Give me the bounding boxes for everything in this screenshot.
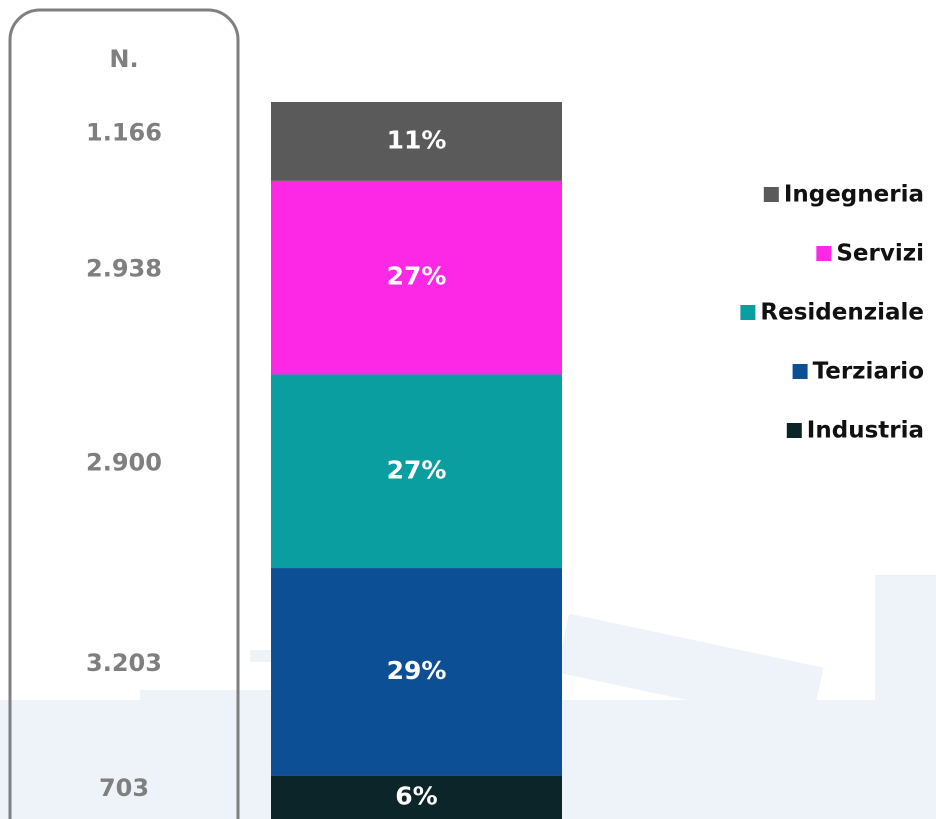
- count-label: 2.938: [86, 255, 162, 283]
- legend-swatch: [740, 305, 756, 320]
- count-frame: [8, 8, 240, 819]
- legend-swatch: [763, 187, 779, 202]
- bar-value-label: 6%: [395, 781, 437, 810]
- bar-value-label: 27%: [387, 262, 447, 291]
- legend-label: Servizi: [836, 241, 924, 267]
- legend-label: Ingegneria: [784, 182, 924, 208]
- bar-segment: [271, 180, 562, 375]
- legend-label: Industria: [807, 418, 924, 444]
- bar-segment: [271, 568, 562, 776]
- count-header: N.: [109, 45, 138, 73]
- bar-value-label: 29%: [387, 656, 447, 685]
- bg-tower: [875, 575, 936, 819]
- count-label: 703: [99, 774, 149, 802]
- legend-label: Terziario: [813, 359, 924, 385]
- bar-segment: [271, 775, 562, 819]
- bg-building: [140, 690, 280, 819]
- count-label: 1.166: [86, 118, 162, 146]
- legend-swatch: [792, 364, 808, 379]
- bar-value-label: 11%: [387, 125, 447, 154]
- bg-crane: [556, 613, 824, 727]
- legend-swatch: [816, 246, 832, 261]
- count-label: 3.203: [86, 649, 162, 677]
- bar-value-label: 27%: [387, 455, 447, 484]
- legend-label: Residenziale: [760, 300, 924, 326]
- legend-swatch: [786, 423, 802, 438]
- count-label: 2.900: [86, 448, 162, 476]
- bar-segment: [271, 102, 562, 181]
- bar-segment: [271, 374, 562, 569]
